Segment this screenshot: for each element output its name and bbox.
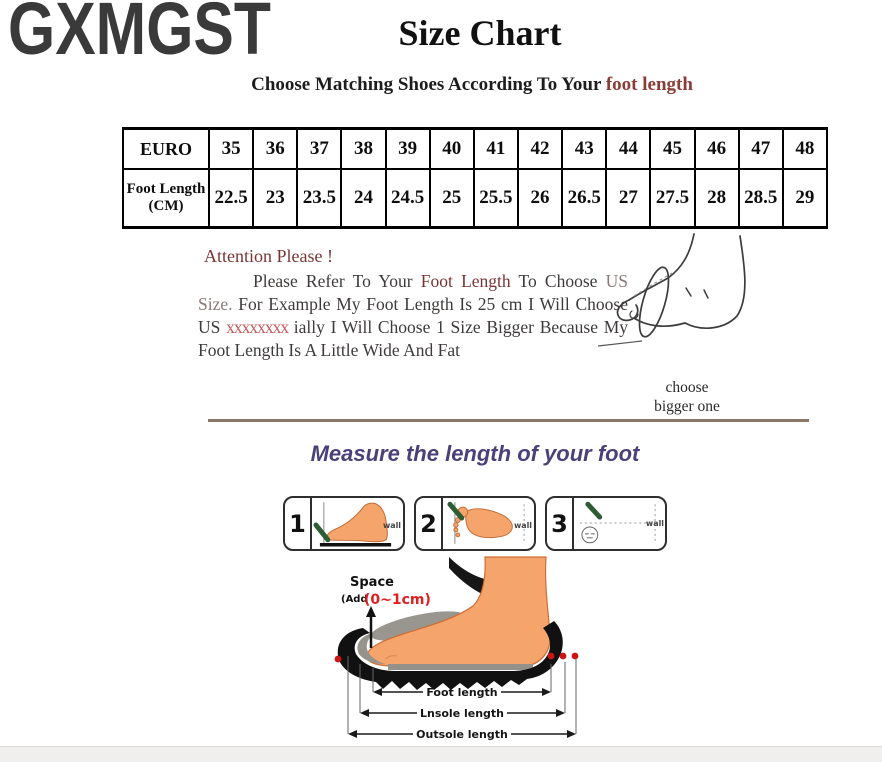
choose-bigger-line1: choose (665, 379, 709, 396)
foot-shape (326, 502, 388, 543)
wall-label: wall (646, 519, 664, 528)
wall-label: wall (383, 521, 401, 530)
measuring-steps: 1 wall 2 (283, 496, 667, 551)
attention-text: ially I Will Choose 1 Size Bigger Becaus… (198, 317, 629, 360)
insole-edge-shape (370, 611, 466, 641)
foot-length-cell: 26.5 (561, 168, 608, 229)
foot-length-cell: 27.5 (649, 168, 696, 229)
insole-toe-shape (357, 634, 385, 664)
size-conversion-table: EURO 35 36 37 38 39 40 41 42 43 44 45 46… (122, 127, 829, 229)
footprint-shape (453, 506, 513, 539)
euro-size-cell: 44 (605, 127, 652, 170)
euro-size-cell: 41 (472, 127, 519, 170)
measure-section-heading: Measure the length of your foot (310, 441, 640, 466)
brand-logo: GXMGST (8, 0, 271, 70)
attention-body: Please Refer To Your Foot Length To Choo… (198, 270, 628, 362)
euro-size-cell: 38 (340, 127, 387, 170)
euro-size-cell: 48 (781, 127, 829, 170)
space-range-label: (0~1cm) (364, 592, 431, 608)
euro-size-cell: 39 (384, 127, 431, 170)
outsole-length-arrow (348, 730, 576, 738)
step-panel-2: 2 wall (414, 496, 536, 551)
euro-size-cell: 47 (737, 127, 784, 170)
attention-text: Please Refer To Your (253, 271, 421, 291)
subtitle: Choose Matching Shoes According To Your … (122, 74, 822, 96)
foot-length-cell: 23 (252, 168, 299, 229)
measuring-loop (638, 266, 670, 338)
euro-size-cell: 40 (428, 127, 475, 170)
euro-size-cell: 36 (252, 127, 299, 170)
foot-length-cell: 25 (428, 168, 475, 229)
attention-text: To Choose (510, 271, 606, 291)
foot-length-measurement-figure: Space (Add (0~1cm) Foot length (334, 556, 579, 741)
attention-heading: Attention Please ! (204, 246, 333, 266)
euro-size-row: EURO 35 36 37 38 39 40 41 42 43 44 45 46… (122, 127, 829, 170)
euro-size-cell: 46 (693, 127, 740, 170)
attention-us-size: US Size. (198, 271, 628, 314)
reference-dots (334, 652, 579, 663)
foot-length-label: Foot length (426, 686, 497, 699)
foot-length-cell: 25.5 (472, 168, 519, 229)
attention-text: For Example My Foot Length Is 25 cm I Wi… (198, 294, 628, 337)
pointer-line (598, 340, 643, 347)
euro-size-cell: 45 (649, 127, 696, 170)
step-number: 3 (547, 498, 574, 549)
step3-measure-illustration: wall (579, 501, 664, 544)
foot-length-cell: 29 (781, 168, 829, 229)
foot-outline (616, 233, 746, 330)
foot-length-cell: 26 (516, 168, 564, 229)
euro-size-cell: 35 (207, 127, 255, 170)
section-divider (208, 419, 809, 422)
insole-length-arrow (360, 709, 565, 717)
space-arrow-icon (366, 606, 376, 648)
foot-length-cell: 28 (693, 168, 740, 229)
foot-length-cell: 24.5 (384, 168, 431, 229)
foot-length-cell: 28.5 (737, 168, 784, 229)
foot-length-arrow (373, 688, 551, 696)
marker-pen-icon (447, 501, 465, 521)
euro-size-cell: 42 (516, 127, 564, 170)
attention-note: Attention Please ! Please Refer To Your … (198, 246, 628, 362)
instep-dashed-line (633, 272, 673, 297)
toe-line (384, 655, 398, 660)
subtitle-text: Choose Matching Shoes According To Your (251, 74, 606, 95)
foot-length-header-cell: Foot Length (CM) (122, 168, 210, 229)
step1-foot-side-illustration: wall (313, 502, 401, 547)
foot-length-row: Foot Length (CM) 22.5 23 23.5 24 24.5 25… (122, 168, 829, 229)
page-title: Size Chart (398, 13, 562, 53)
step-panel-1: 1 wall (283, 496, 405, 551)
foot-length-cell: 27 (605, 168, 652, 229)
step2-footprint-illustration: wall (447, 501, 532, 544)
subtitle-highlight: foot length (605, 74, 693, 95)
choose-bigger-line2: bigger one (654, 398, 720, 415)
outsole-length-label: Outsole length (416, 728, 508, 741)
step-number: 1 (285, 498, 312, 549)
tape-measure-icon (581, 526, 599, 544)
foot-measuring-sketch-illustration (598, 233, 746, 347)
euro-header-cell: EURO (122, 127, 210, 170)
euro-size-cell: 37 (296, 127, 343, 170)
space-label: Space (350, 575, 394, 590)
step-number: 2 (416, 498, 443, 549)
bracket-lines (347, 656, 577, 734)
step-panel-3: 3 wall (545, 496, 667, 551)
marker-pen-icon (585, 501, 603, 520)
foot-length-cell: 24 (340, 168, 387, 229)
attention-foot-length: Foot Length (420, 271, 511, 291)
insole-length-label: Lnsole length (420, 707, 504, 720)
foot-length-cell: 23.5 (296, 168, 343, 229)
insole-strip-shape (388, 664, 533, 670)
choose-bigger-note: choose bigger one (628, 378, 746, 416)
foot-length-cell: 22.5 (207, 168, 255, 229)
marker-pen-icon (313, 522, 331, 543)
euro-size-cell: 43 (561, 127, 608, 170)
wall-label: wall (514, 521, 532, 530)
shoe-outsole-shape (337, 621, 563, 690)
bottom-edge-strip (0, 746, 882, 762)
space-add-label: (Add (341, 594, 368, 605)
attention-crossed-text: xxxxxxxx (226, 317, 289, 337)
